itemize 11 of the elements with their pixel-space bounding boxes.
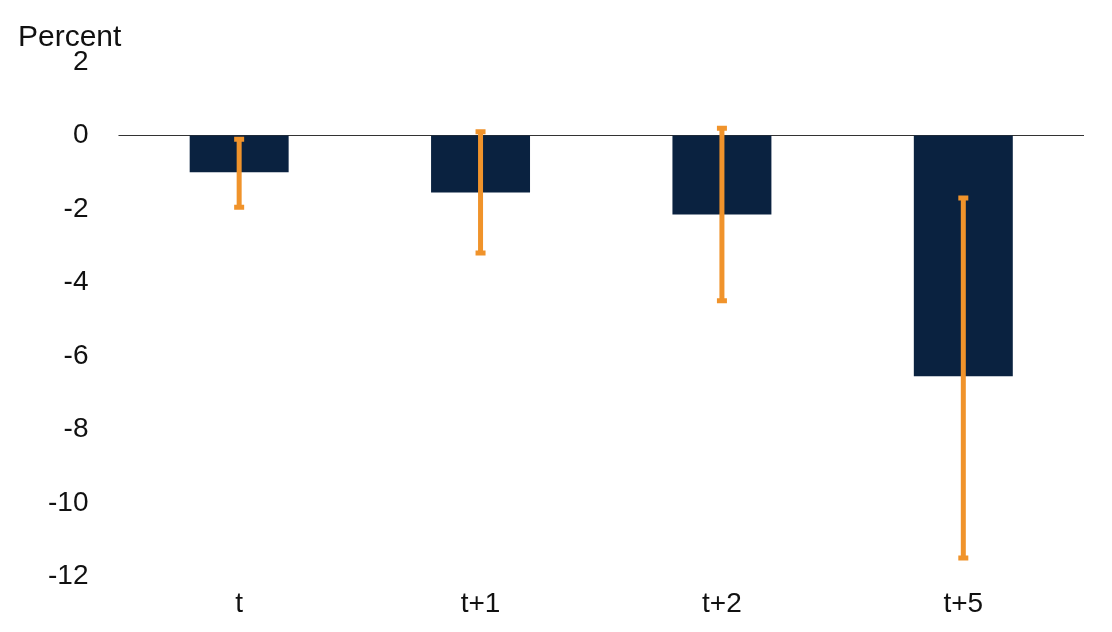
y-tick-label: -8 <box>63 412 89 444</box>
y-tick-label: -12 <box>48 559 89 591</box>
x-tick-label: t+2 <box>702 586 742 618</box>
x-tick-label: t+5 <box>943 586 984 618</box>
x-tick-label: t <box>235 586 244 618</box>
y-tick-label: -10 <box>48 485 89 517</box>
y-tick-label: -4 <box>63 265 89 297</box>
y-tick-label: -6 <box>63 338 89 370</box>
y-tick-label: -2 <box>63 191 89 223</box>
x-tick-label: t+1 <box>460 586 501 618</box>
y-tick-label: 0 <box>72 118 89 150</box>
